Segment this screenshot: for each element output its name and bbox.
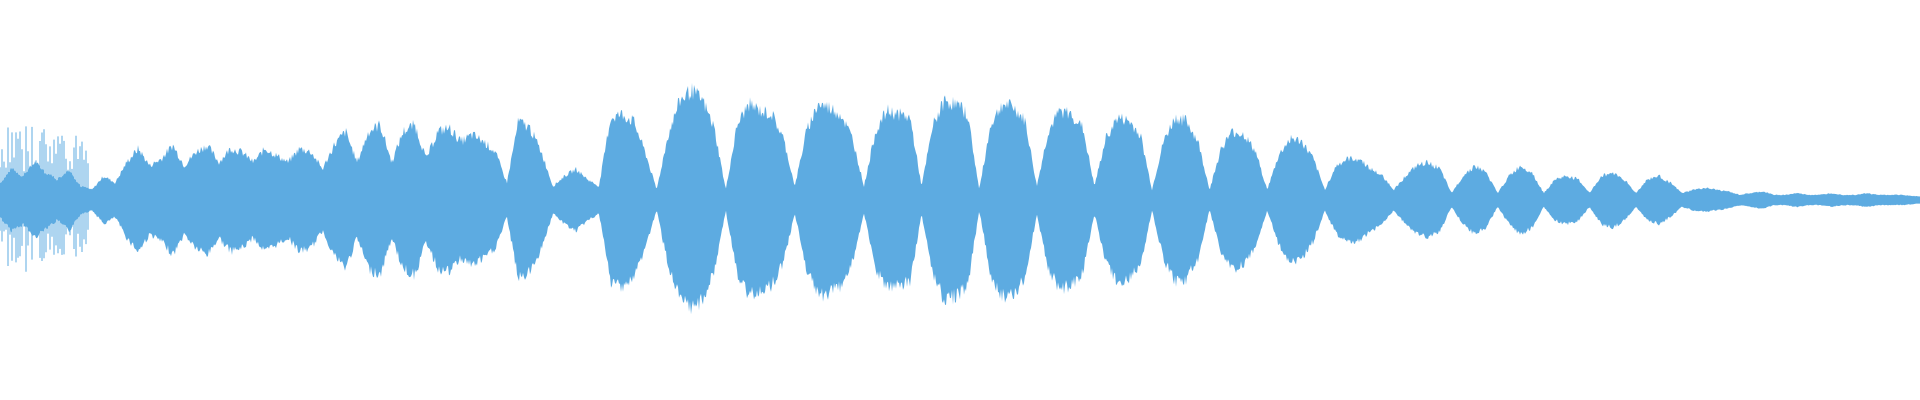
waveform-shape: [0, 82, 1920, 315]
waveform-transients: [0, 126, 89, 272]
